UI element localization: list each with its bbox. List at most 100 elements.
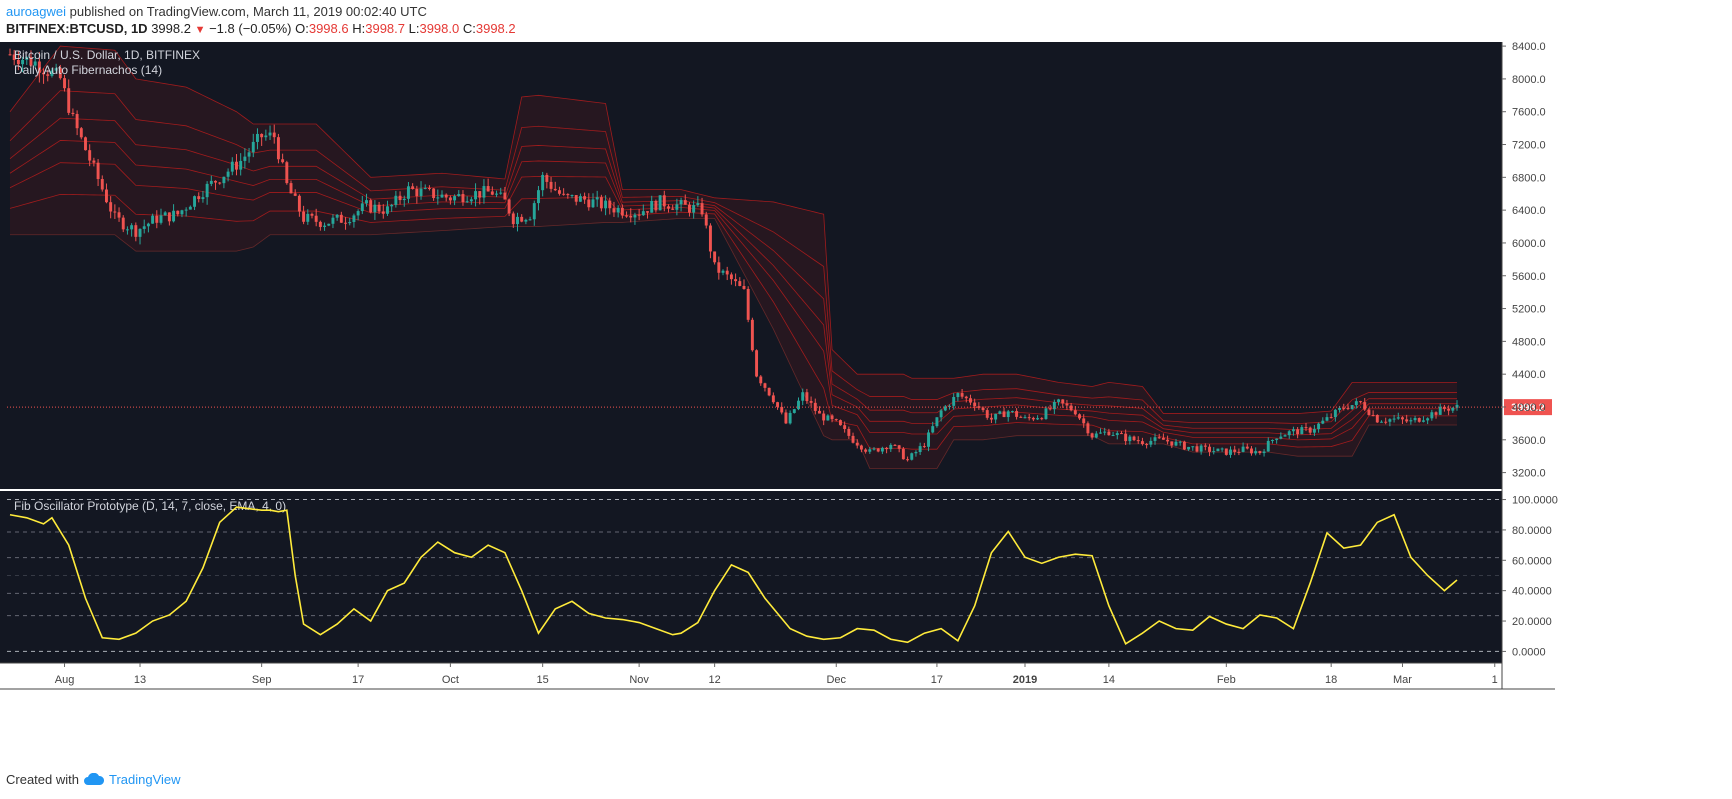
time-tick-label: Nov bbox=[629, 674, 649, 686]
candle-body bbox=[1115, 433, 1119, 436]
time-tick-label: Mar bbox=[1393, 674, 1412, 686]
price-chart[interactable]: 3998.2 3200.0 3600.0 4000.0 4400.0 4800.0 5200… bbox=[0, 42, 1732, 765]
candle-body bbox=[1308, 427, 1312, 433]
candle-body bbox=[138, 228, 142, 237]
candle-body bbox=[125, 229, 129, 231]
candle-body bbox=[432, 188, 436, 199]
candle-body bbox=[1346, 408, 1350, 410]
tradingview-cloud-icon bbox=[83, 772, 105, 786]
candle-body bbox=[625, 215, 629, 217]
candle-body bbox=[260, 133, 264, 138]
candle-body bbox=[880, 447, 884, 452]
candle-body bbox=[1094, 433, 1098, 438]
candle-body bbox=[1380, 421, 1383, 423]
candle-body bbox=[1107, 431, 1111, 436]
candle-body bbox=[243, 156, 247, 161]
candle-body bbox=[679, 200, 683, 205]
candle-body bbox=[377, 204, 381, 212]
candle-body bbox=[687, 204, 691, 213]
candle-body bbox=[419, 188, 423, 197]
candle-body bbox=[327, 223, 331, 226]
candle-body bbox=[960, 393, 964, 397]
candle-body bbox=[1333, 409, 1337, 418]
candle-body bbox=[608, 200, 612, 209]
candle-body bbox=[1392, 418, 1396, 420]
candle-body bbox=[918, 446, 922, 453]
candle-body bbox=[910, 453, 914, 460]
candle-body bbox=[1124, 433, 1128, 442]
candle-body bbox=[889, 444, 893, 450]
candle-body bbox=[50, 70, 54, 76]
candle-body bbox=[872, 448, 876, 450]
candle-body bbox=[818, 410, 821, 414]
fib-bands bbox=[9, 45, 1457, 469]
candle-body bbox=[323, 225, 327, 227]
candle-body bbox=[721, 270, 725, 273]
candle-body bbox=[511, 213, 515, 225]
fib-band-fill bbox=[10, 46, 1457, 469]
candle-body bbox=[998, 411, 1002, 414]
candle-body bbox=[33, 61, 37, 66]
candle-body bbox=[163, 212, 167, 216]
price-tick-label: 4800.0 bbox=[1512, 336, 1546, 348]
candle-body bbox=[629, 215, 633, 218]
tradingview-link[interactable]: TradingView bbox=[108, 772, 181, 787]
candle-body bbox=[1426, 418, 1430, 421]
candle-body bbox=[784, 412, 788, 424]
candle-body bbox=[134, 225, 138, 237]
candle-body bbox=[931, 426, 935, 433]
candle-body bbox=[1304, 427, 1308, 429]
candle-body bbox=[54, 68, 58, 71]
candle-body bbox=[1057, 399, 1061, 402]
candle-body bbox=[159, 215, 163, 223]
candle-body bbox=[1086, 423, 1090, 434]
candle-body bbox=[1342, 407, 1346, 409]
candle-body bbox=[105, 189, 108, 203]
candle-body bbox=[549, 181, 553, 189]
candle-body bbox=[314, 215, 318, 222]
candle-body bbox=[1166, 439, 1170, 442]
price-tick-label: 6400.0 bbox=[1512, 205, 1546, 217]
candle-body bbox=[1296, 429, 1300, 435]
candle-body bbox=[222, 176, 226, 184]
candle-body bbox=[520, 216, 524, 222]
time-tick-label: 1 bbox=[1492, 674, 1498, 686]
candle-body bbox=[1187, 446, 1191, 450]
candle-body bbox=[939, 410, 943, 418]
candle-body bbox=[834, 419, 838, 421]
candle-body bbox=[289, 183, 293, 194]
candle-body bbox=[146, 223, 150, 227]
candle-body bbox=[792, 409, 796, 413]
close-value: 3998.2 bbox=[475, 21, 516, 36]
author-link[interactable]: auroagwei bbox=[6, 4, 66, 19]
symbol-label: BITFINEX:BTCUSD, 1D bbox=[6, 21, 148, 36]
candle-body bbox=[75, 114, 79, 129]
candle-body bbox=[427, 187, 431, 189]
candle-body bbox=[801, 392, 805, 401]
candle-body bbox=[465, 201, 469, 203]
candle-body bbox=[247, 152, 251, 157]
time-tick-label: Aug bbox=[55, 674, 75, 686]
candle-body bbox=[838, 420, 842, 426]
candle-body bbox=[1413, 418, 1417, 421]
candle-body bbox=[595, 197, 599, 200]
candle-body bbox=[197, 196, 201, 200]
candle-body bbox=[272, 132, 276, 138]
candle-body bbox=[650, 200, 654, 213]
candle-body bbox=[390, 204, 394, 207]
candle-body bbox=[1140, 441, 1144, 445]
time-axis: Aug 13 Sep 17 Oct 15 Nov 12 Dec 17 2019 14 Feb 18 Mar 1 bbox=[55, 663, 1498, 686]
last-price-badge bbox=[1504, 399, 1552, 416]
candle-body bbox=[532, 203, 536, 220]
candle-body bbox=[516, 216, 519, 225]
candle-body bbox=[859, 445, 863, 450]
candle-body bbox=[268, 132, 272, 136]
candle-body bbox=[1182, 441, 1186, 450]
candle-body bbox=[285, 162, 289, 184]
candle-body bbox=[151, 215, 155, 224]
candle-body bbox=[578, 196, 582, 202]
candle-body bbox=[994, 413, 998, 420]
last-price-label: 3998.2 bbox=[1511, 402, 1545, 414]
candle-body bbox=[1161, 437, 1165, 440]
candle-body bbox=[398, 195, 402, 201]
